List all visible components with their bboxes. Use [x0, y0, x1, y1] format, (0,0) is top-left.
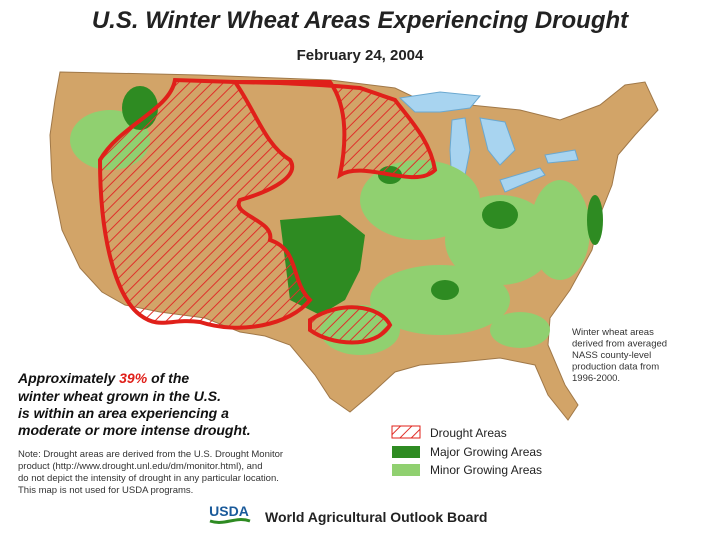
minor-area [370, 265, 510, 335]
lake-ontario [544, 149, 579, 164]
minor-area [530, 180, 590, 280]
summary-highlight: 39% [119, 370, 148, 386]
drought-areas [97, 77, 438, 345]
source-line: NASS county-level [572, 350, 651, 361]
source-line: production data from [572, 362, 659, 373]
source-line: Winter wheat areas [572, 327, 654, 338]
major-area [431, 280, 459, 300]
title: U.S. Winter Wheat Areas Experiencing Dro… [92, 7, 629, 34]
legend-swatch-drought [391, 425, 421, 439]
summary-tail: of the [151, 370, 189, 386]
drought-area [308, 305, 393, 345]
footer: USDA World Agricultural Outlook Board [208, 503, 487, 527]
summary: winter wheat grown in the U.S.is within … [18, 388, 251, 438]
great-lakes [398, 91, 579, 193]
drought-area [97, 77, 313, 330]
summary-line: is within an area experiencing a [18, 405, 229, 421]
us-map [49, 71, 659, 421]
legend-label: Major Growing Areas [430, 445, 542, 459]
summary-line: moderate or more intense drought. [18, 422, 251, 438]
note-line: This map is not used for USDA programs. [18, 485, 193, 496]
legend-label: Minor Growing Areas [430, 463, 542, 477]
source-line: derived from averaged [572, 339, 667, 350]
agency: World Agricultural Outlook Board [265, 509, 487, 525]
lake-superior [398, 91, 481, 113]
minor-area [445, 195, 555, 285]
date: February 24, 2004 [297, 47, 424, 64]
note-line: Note: Drought areas are derived from the… [18, 449, 283, 460]
source-line: 1996-2000. [572, 373, 620, 384]
legend-swatch-major [392, 446, 420, 458]
lake-huron [479, 117, 516, 166]
major-area [587, 195, 603, 245]
logo: USDA [209, 503, 249, 519]
drought-area [234, 80, 438, 180]
summary-line: Approximately 39% of the [17, 370, 189, 386]
logo-swoosh [209, 518, 251, 524]
legend-label: Drought Areas [430, 426, 507, 440]
note: Note: Drought areas are derived from the… [18, 449, 283, 496]
legend: Drought Areas Major Growing Areas Minor … [391, 425, 542, 477]
note-line: do not depict the intensity of drought i… [18, 473, 279, 484]
legend-swatch-minor [392, 464, 420, 476]
minor-area [490, 312, 550, 348]
lake-erie [499, 167, 546, 193]
major-area [482, 201, 518, 229]
summary-line: winter wheat grown in the U.S. [18, 388, 221, 404]
summary-lead: Approximately [17, 370, 116, 386]
note-line: product (http://www.drought.unl.edu/dm/m… [18, 461, 263, 472]
